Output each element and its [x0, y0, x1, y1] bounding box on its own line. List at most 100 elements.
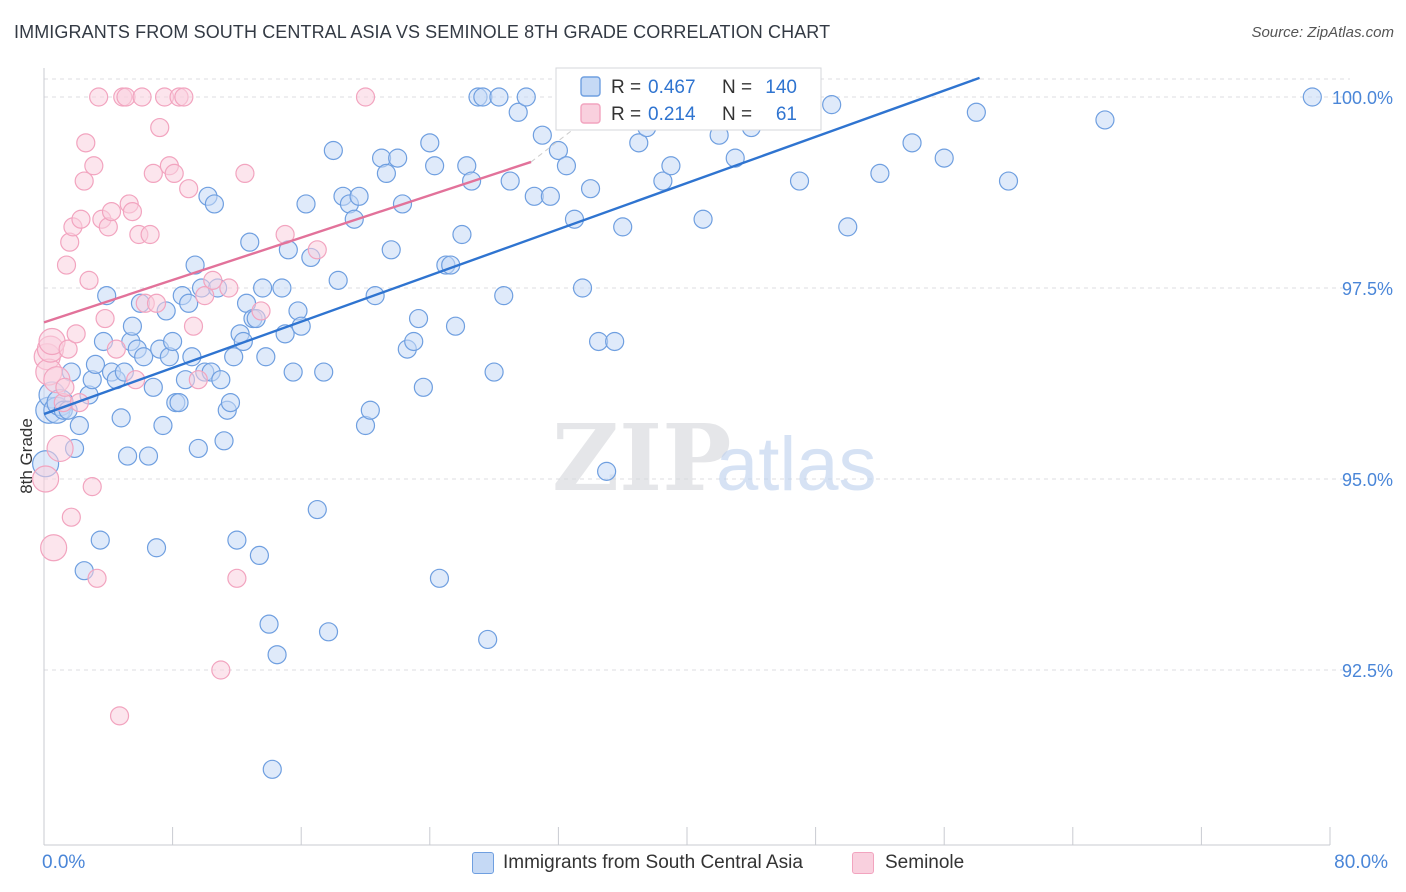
point-s0-89: [381, 240, 401, 260]
point-s0-93: [404, 331, 424, 352]
point-s1-53: [211, 660, 231, 680]
point-s1-23: [87, 568, 107, 588]
point-s0-75: [307, 499, 327, 520]
point-s0-66: [267, 645, 287, 665]
stats-r-value-0: 0.467: [648, 77, 696, 98]
point-s0-76: [314, 362, 334, 382]
point-s0-121: [580, 179, 601, 199]
point-s1-9: [55, 377, 75, 397]
point-s1-26: [95, 308, 115, 329]
point-s0-90: [388, 148, 408, 168]
point-s0-130: [653, 171, 673, 191]
point-s0-101: [445, 316, 466, 336]
point-s1-51: [195, 286, 215, 306]
point-s0-140: [789, 171, 810, 191]
point-s0-122: [588, 331, 609, 352]
point-s0-14: [90, 530, 110, 550]
series-legend: Immigrants from South Central Asia Semin…: [0, 850, 1406, 880]
legend-label-seminole: Seminole: [885, 852, 965, 873]
point-s0-97: [425, 156, 445, 176]
point-s0-79: [328, 270, 348, 290]
point-s0-117: [548, 140, 569, 161]
point-s0-145: [934, 148, 954, 168]
point-s0-42: [188, 438, 208, 459]
point-s1-7: [46, 434, 74, 463]
point-s1-13: [61, 507, 81, 527]
point-s1-50: [188, 370, 208, 390]
point-s0-64: [259, 614, 279, 634]
point-s1-39: [140, 224, 160, 245]
point-s1-57: [251, 301, 271, 321]
trend-extension: [530, 127, 576, 163]
point-s0-144: [902, 133, 922, 153]
point-s0-53: [224, 347, 244, 367]
point-s0-28: [143, 377, 163, 397]
point-s1-55: [227, 568, 247, 588]
grid: [44, 78, 1350, 671]
point-s1-37: [132, 87, 152, 107]
point-s1-49: [183, 316, 204, 336]
point-s0-131: [661, 156, 681, 176]
point-s0-146: [966, 102, 986, 122]
point-s0-78: [323, 140, 343, 161]
point-s1-32: [116, 87, 136, 107]
point-s1-29: [106, 339, 126, 359]
point-s0-141: [822, 95, 842, 115]
y-axis-label: 8th Grade: [17, 418, 36, 494]
point-s0-147: [998, 171, 1019, 191]
point-s0-95: [413, 377, 433, 397]
point-s1-35: [126, 370, 146, 390]
point-s0-9: [69, 415, 89, 436]
point-s1-60: [355, 87, 376, 107]
point-s0-50: [214, 431, 234, 451]
stats-n-value-0: 140: [765, 77, 797, 98]
point-s0-36: [169, 393, 189, 413]
point-s0-62: [253, 278, 273, 298]
point-s0-41: [185, 255, 205, 275]
y-tick-labels: 92.5% 95.0% 97.5% 100.0%: [1332, 88, 1393, 681]
point-s0-85: [360, 400, 380, 420]
stats-n-label-0: N =: [722, 77, 752, 98]
trend-line-1: [43, 160, 532, 324]
point-s1-10: [56, 255, 77, 275]
point-s1-59: [307, 240, 327, 260]
point-s1-21: [82, 477, 102, 497]
point-s0-13: [85, 354, 106, 374]
point-s1-42: [150, 117, 170, 138]
point-s1-19: [76, 133, 96, 153]
point-s0-134: [693, 209, 713, 229]
point-s0-27: [138, 446, 159, 466]
point-s0-124: [605, 331, 625, 352]
point-s0-148: [1095, 110, 1115, 130]
point-s1-5: [40, 534, 68, 562]
point-s1-48: [179, 179, 199, 199]
point-s0-114: [524, 186, 544, 206]
point-s1-41: [146, 293, 167, 313]
point-s1-45: [164, 163, 184, 183]
watermark-atlas: atlas: [716, 422, 877, 507]
legend-swatch-asia: [472, 852, 494, 874]
chart-title: IMMIGRANTS FROM SOUTH CENTRAL ASIA VS SE…: [14, 22, 831, 42]
point-s0-143: [870, 163, 890, 183]
point-s0-72: [291, 316, 311, 336]
stats-r-label-0: R =: [611, 77, 641, 98]
axes: [43, 68, 1331, 846]
watermark-zip: ZIP: [552, 404, 731, 512]
point-s0-107: [478, 629, 498, 650]
y-tick-label-3: 100.0%: [1332, 88, 1393, 108]
trend-line-0: [43, 76, 980, 416]
stats-swatch-1: [580, 103, 601, 124]
point-s0-63: [256, 347, 276, 367]
point-s0-70: [283, 362, 303, 382]
point-s0-111: [500, 171, 520, 191]
point-s1-47: [174, 87, 194, 107]
point-s1-15: [66, 324, 86, 344]
y-tick-label-0: 92.5%: [1342, 661, 1393, 681]
point-s0-52: [220, 393, 241, 413]
point-s0-19: [111, 408, 131, 428]
stats-swatch-0: [580, 76, 601, 97]
point-s0-109: [489, 87, 509, 107]
point-s1-56: [235, 163, 255, 183]
